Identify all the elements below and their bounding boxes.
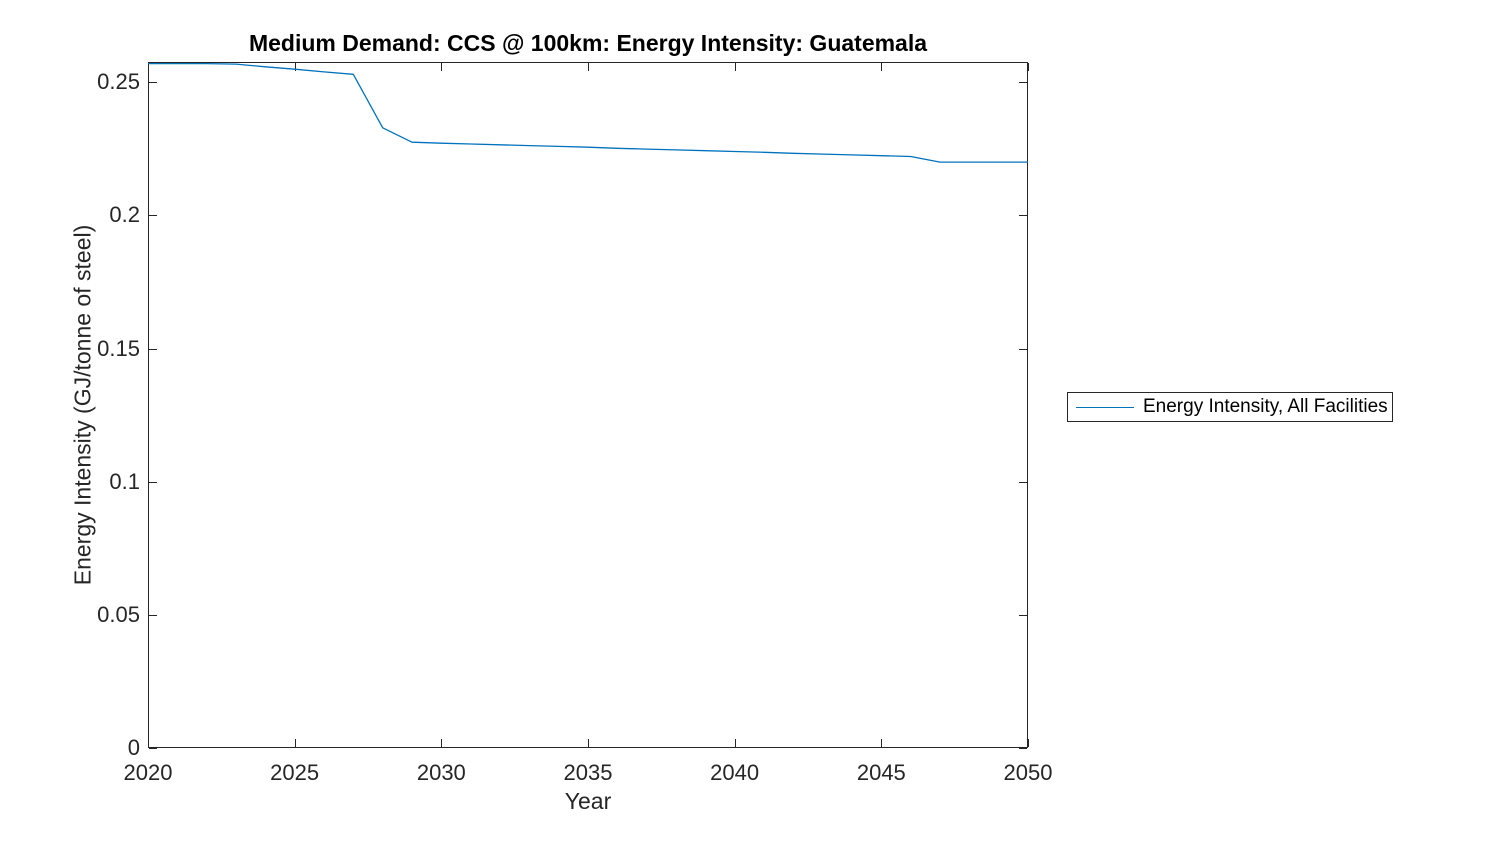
x-tick-label: 2020 — [123, 760, 173, 785]
plot-canvas — [148, 62, 1029, 749]
x-tick-label: 2030 — [416, 760, 466, 785]
legend-entry-label: Energy Intensity, All Facilities — [1143, 396, 1388, 417]
y-tick-label: 0.15 — [97, 335, 140, 361]
x-tick-label: 2050 — [1003, 760, 1053, 785]
chart-title: Medium Demand: CCS @ 100km: Energy Inten… — [248, 30, 928, 56]
legend: Energy Intensity, All Facilities — [1067, 392, 1393, 422]
x-tick-label: 2045 — [856, 760, 906, 785]
y-tick-label: 0 — [127, 735, 140, 760]
y-tick-label: 0.2 — [109, 202, 140, 228]
legend-line-sample — [1076, 406, 1134, 408]
series-line-energy-intensity — [148, 62, 1028, 163]
axes-box — [148, 62, 1028, 748]
y-axis-label: Energy Intensity (GJ/tonne of steel) — [69, 224, 96, 586]
x-tick-label: 2025 — [270, 760, 320, 785]
plot-area — [148, 62, 1029, 749]
x-tick-label: 2040 — [710, 760, 760, 785]
x-axis-label: Year — [564, 788, 612, 814]
y-tick-label: 0.05 — [97, 601, 140, 627]
y-tick-label: 0.25 — [97, 69, 140, 95]
y-tick-label: 0.1 — [109, 468, 140, 494]
x-tick-label: 2035 — [563, 760, 613, 785]
